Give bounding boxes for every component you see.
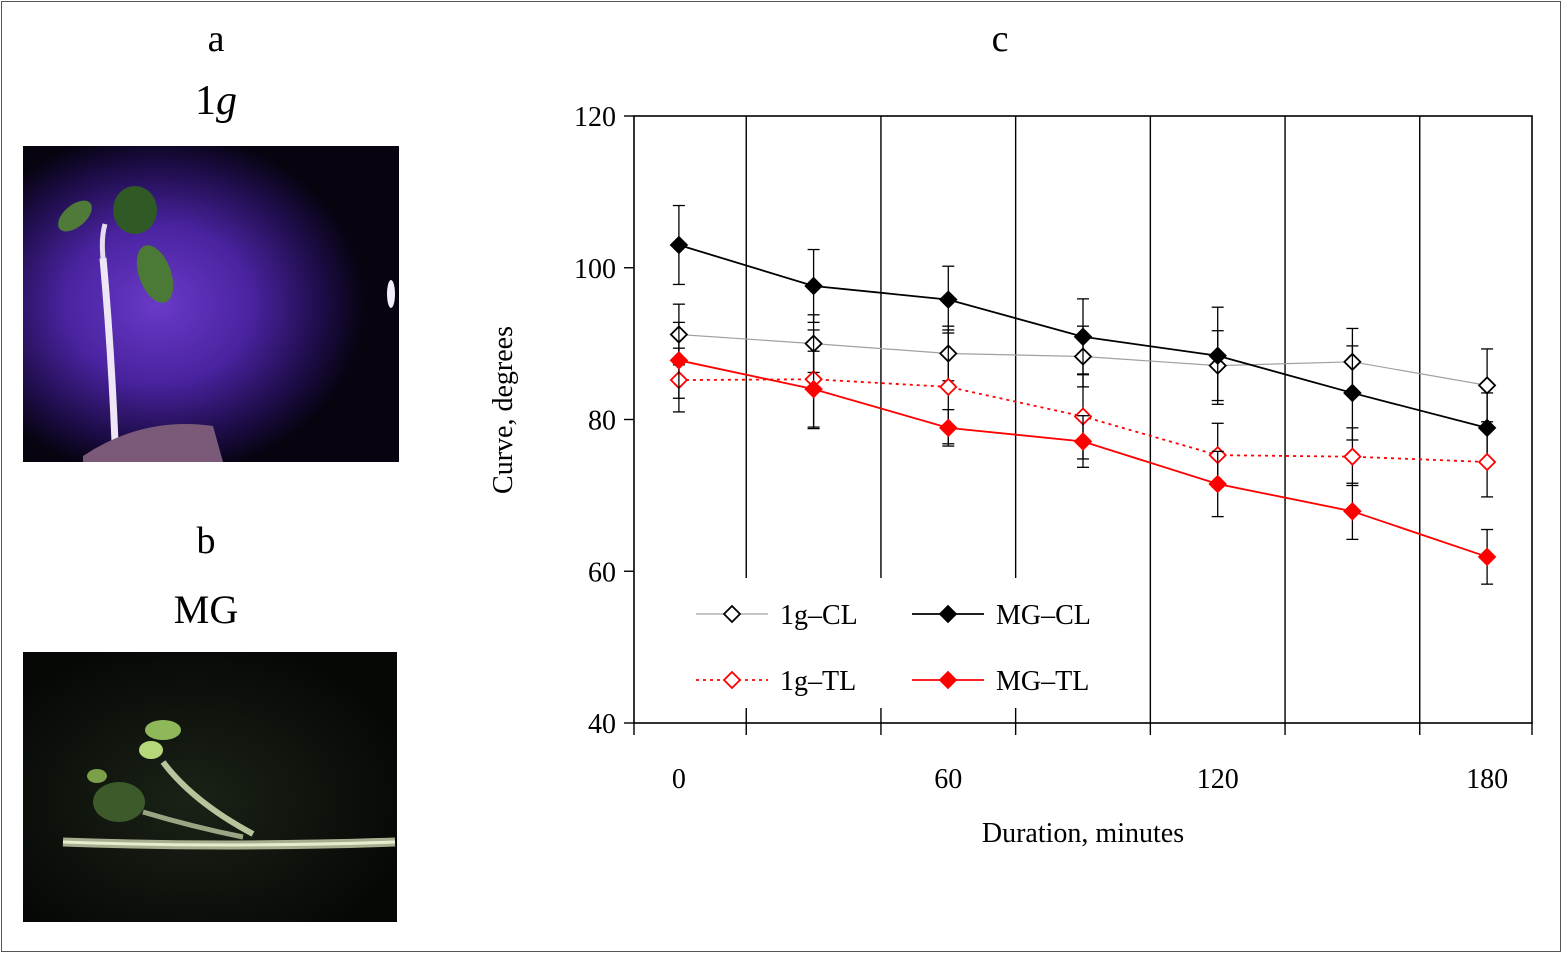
y-axis-label: Curve, degrees xyxy=(488,326,519,494)
data-point xyxy=(1073,432,1093,451)
data-point xyxy=(669,235,689,255)
data-point xyxy=(1073,327,1093,347)
y-tick-label: 80 xyxy=(588,406,616,437)
series-MG–CL xyxy=(669,204,1497,464)
legend-label: MG–CL xyxy=(996,600,1091,631)
data-point xyxy=(1343,502,1362,521)
data-point xyxy=(1208,346,1227,366)
legend-marker xyxy=(722,670,742,690)
x-tick-label: 60 xyxy=(934,764,962,795)
data-point xyxy=(804,379,823,399)
y-tick-label: 120 xyxy=(574,102,616,133)
data-point xyxy=(669,351,689,370)
data-point xyxy=(804,276,823,296)
seedling-photo-mg xyxy=(23,652,397,922)
y-tick-label: 60 xyxy=(588,557,616,588)
panel-b-condition: MG xyxy=(173,587,239,632)
panel-a-condition-g: g xyxy=(216,78,237,124)
seedling-photo-1g xyxy=(23,146,399,462)
panel-a-condition: 1g xyxy=(156,80,276,122)
data-point xyxy=(1477,376,1497,395)
y-tick-label: 40 xyxy=(588,709,616,740)
data-point xyxy=(939,418,958,438)
x-tick-label: 0 xyxy=(672,764,686,795)
panel-a-letter: a xyxy=(207,18,225,60)
data-point xyxy=(1477,452,1497,472)
panel-c-letter: c xyxy=(991,18,1009,60)
data-point xyxy=(1343,383,1362,403)
panel-a-condition-number: 1 xyxy=(195,78,216,124)
legend-label: MG–TL xyxy=(996,666,1089,697)
panel-b-letter: b xyxy=(196,520,216,562)
series-MG–TL xyxy=(669,321,1497,585)
legend-label: 1g–TL xyxy=(780,666,856,697)
legend-marker xyxy=(722,604,742,624)
data-point xyxy=(1343,447,1362,466)
data-point xyxy=(1208,474,1227,494)
seedling-mg-illustration xyxy=(23,652,397,922)
x-axis-label: Duration, minutes xyxy=(982,818,1184,849)
x-tick-label: 120 xyxy=(1197,764,1239,795)
legend-label: 1g–CL xyxy=(780,600,858,631)
legend-marker xyxy=(938,670,958,690)
data-point xyxy=(1477,547,1497,567)
data-point xyxy=(939,290,958,309)
legend-marker xyxy=(938,604,958,624)
data-point xyxy=(939,377,958,397)
seedling-1g-illustration xyxy=(23,146,399,462)
x-tick-label: 180 xyxy=(1466,764,1508,795)
y-tick-label: 100 xyxy=(574,254,616,285)
